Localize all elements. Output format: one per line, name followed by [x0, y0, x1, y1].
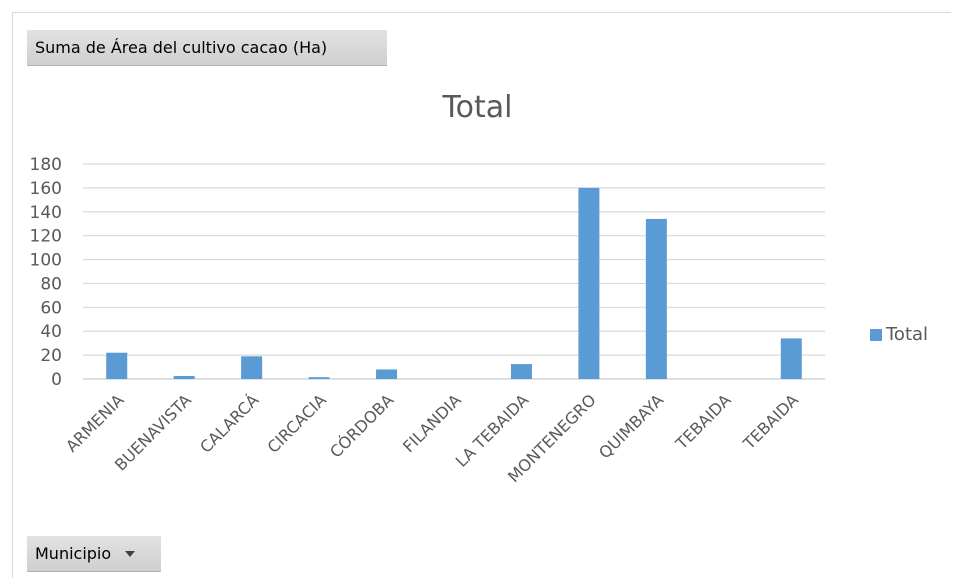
y-tick-label: 180: [30, 155, 62, 175]
chevron-down-icon[interactable]: [125, 550, 136, 557]
axis-field-button[interactable]: Municipio: [27, 536, 161, 572]
bar: [241, 356, 263, 379]
bar: [578, 187, 600, 379]
y-tick-label: 120: [30, 227, 62, 247]
y-tick-label: 140: [30, 203, 62, 223]
chart-area: [12, 12, 951, 578]
legend-swatch: [870, 328, 882, 341]
x-tick-label: CALARCÁ: [196, 390, 262, 456]
value-field-button[interactable]: Suma de Área del cultivo cacao (Ha): [27, 30, 387, 66]
x-tick-label: FILANDIA: [399, 390, 465, 456]
y-tick-label: 100: [30, 251, 62, 271]
legend: Total: [870, 324, 928, 345]
bar: [780, 338, 802, 379]
axis-field-label: Municipio: [35, 544, 112, 563]
x-tick-label: CÓRDOBA: [326, 390, 397, 461]
bar: [645, 218, 667, 379]
bar: [376, 369, 398, 379]
y-tick-label: 40: [40, 322, 62, 342]
y-tick-label: 80: [40, 274, 62, 294]
x-tick-label: TEBAIDA: [739, 390, 802, 453]
bar: [308, 377, 330, 379]
y-tick-label: 0: [51, 370, 62, 390]
gridlines: [83, 163, 825, 380]
bar: [106, 352, 128, 379]
y-tick-label: 60: [40, 298, 62, 318]
y-axis-tick-labels: 0 20 40 60 80 100 120 140 160 180: [30, 155, 62, 390]
bar: [173, 376, 195, 379]
value-field-label: Suma de Área del cultivo cacao (Ha): [35, 38, 328, 57]
chart-title: Total: [442, 90, 513, 125]
bar: [510, 364, 532, 379]
legend-label: Total: [886, 324, 929, 345]
x-tick-label: ARMENIA: [62, 390, 128, 456]
y-tick-label: 160: [30, 179, 62, 199]
y-tick-label: 20: [40, 346, 62, 366]
bars: [106, 187, 802, 379]
x-tick-label: TEBAIDA: [671, 390, 734, 453]
x-tick-label: QUIMBAYA: [595, 390, 667, 462]
x-tick-label: CIRCACIA: [264, 390, 330, 456]
